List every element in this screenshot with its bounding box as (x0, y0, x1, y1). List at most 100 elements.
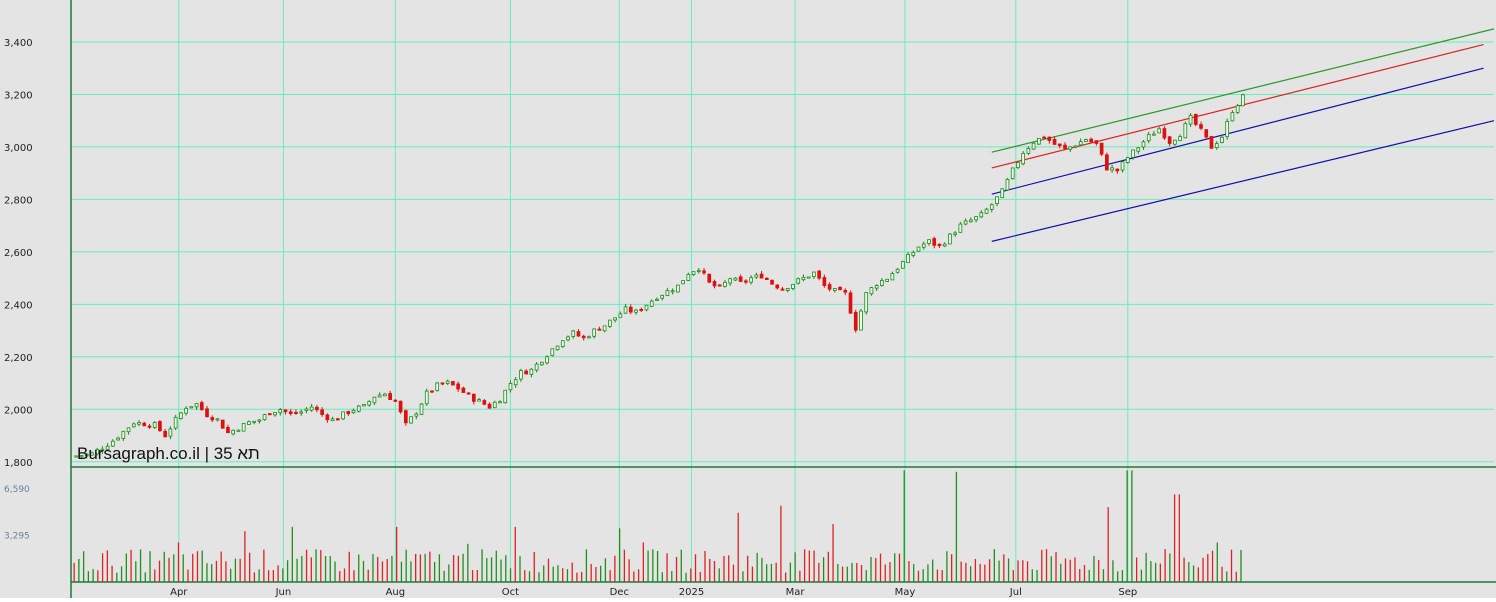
candle-body (1162, 128, 1167, 139)
candle-body (1199, 124, 1203, 129)
candle-body (1063, 144, 1067, 149)
candle-body (1037, 137, 1041, 145)
candle-body (131, 423, 136, 428)
candle-body (84, 453, 89, 457)
time-tick-label: May (895, 587, 916, 598)
candle-body (968, 219, 973, 223)
candle-body (335, 418, 340, 421)
candle-body (529, 368, 534, 375)
candle-body (754, 274, 759, 278)
candle-body (1167, 136, 1172, 144)
candle-body (1230, 112, 1235, 122)
candle-body (220, 419, 225, 429)
candle-body (414, 413, 419, 417)
time-tick-label: Apr (170, 587, 188, 598)
candle-body (247, 421, 251, 425)
candle-body (691, 271, 696, 275)
candle-body (1099, 142, 1104, 155)
candle-body (111, 440, 115, 447)
price-tick-label: 1,800 (4, 458, 33, 469)
candle-body (696, 269, 701, 272)
candle-body (168, 428, 173, 437)
candle-body (1052, 138, 1057, 145)
candle-body (294, 411, 298, 414)
candle-body (482, 400, 487, 405)
price-tick-label: 3,200 (4, 90, 33, 101)
candle-body (1220, 136, 1224, 143)
candle-body (362, 403, 366, 407)
candle-body (325, 414, 330, 421)
candle-body (634, 309, 638, 313)
price-tick-label: 2,000 (4, 405, 33, 416)
candle-body (953, 232, 957, 235)
candle-body (942, 243, 947, 247)
candle-body (1214, 143, 1219, 149)
candle-body (770, 279, 774, 285)
candle-body (571, 330, 576, 337)
candle-body (1005, 178, 1010, 191)
candle-body (346, 411, 351, 415)
candle-body (377, 394, 382, 398)
candle-body (806, 276, 811, 279)
candle-body (608, 319, 612, 327)
candle-body (388, 393, 392, 401)
candle-body (576, 331, 581, 337)
candle-body (660, 294, 665, 299)
candle-body (545, 356, 549, 364)
candle-body (356, 405, 361, 412)
trend-channel-line (991, 120, 1495, 242)
candle-body (1146, 134, 1151, 142)
candle-body (440, 382, 445, 385)
candle-body (597, 328, 602, 331)
candle-body (707, 273, 712, 283)
candle-body (471, 393, 476, 402)
candle-body (785, 288, 790, 291)
candle-body (288, 411, 293, 414)
candle-body (1000, 188, 1005, 198)
candle-body (283, 409, 288, 413)
candle-body (723, 281, 727, 287)
candle-body (550, 348, 555, 356)
candle-body (236, 429, 241, 432)
price-candles (74, 93, 1245, 459)
candle-body (508, 383, 513, 391)
price-tick-label: 3,400 (4, 38, 33, 49)
price-tick-label: 2,600 (4, 248, 33, 259)
candle-body (152, 421, 157, 428)
candle-body (309, 406, 314, 411)
candle-body (937, 243, 942, 246)
candle-body (137, 422, 141, 425)
candle-body (587, 336, 591, 339)
candle-body (199, 402, 204, 410)
candle-body (602, 325, 607, 332)
price-tick-label: 2,800 (4, 195, 33, 206)
candle-body (702, 270, 706, 274)
candle-body (477, 399, 481, 402)
candle-body (681, 280, 685, 285)
candle-body (1131, 149, 1135, 158)
candle-body (623, 306, 628, 314)
candle-body (1183, 123, 1188, 139)
candle-body (822, 277, 827, 286)
candle-body (618, 313, 623, 318)
candle-body (1110, 167, 1114, 171)
time-tick-label: Jul (1009, 587, 1022, 598)
candle-body (885, 278, 889, 282)
candle-body (900, 261, 905, 269)
candle-body (984, 208, 989, 214)
candle-body (1115, 168, 1120, 172)
candle-body (649, 300, 654, 307)
candle-body (540, 361, 544, 366)
candle-body (843, 289, 848, 293)
candle-body (1241, 94, 1245, 107)
candle-body (1016, 162, 1020, 169)
time-tick-label: Dec (610, 587, 629, 598)
candle-body (744, 280, 748, 283)
candle-body (90, 452, 94, 456)
candle-body (644, 304, 649, 311)
candle-body (1152, 133, 1156, 136)
candle-body (560, 340, 565, 347)
candle-body (419, 403, 424, 415)
candle-body (205, 408, 209, 418)
candle-body (487, 403, 492, 409)
